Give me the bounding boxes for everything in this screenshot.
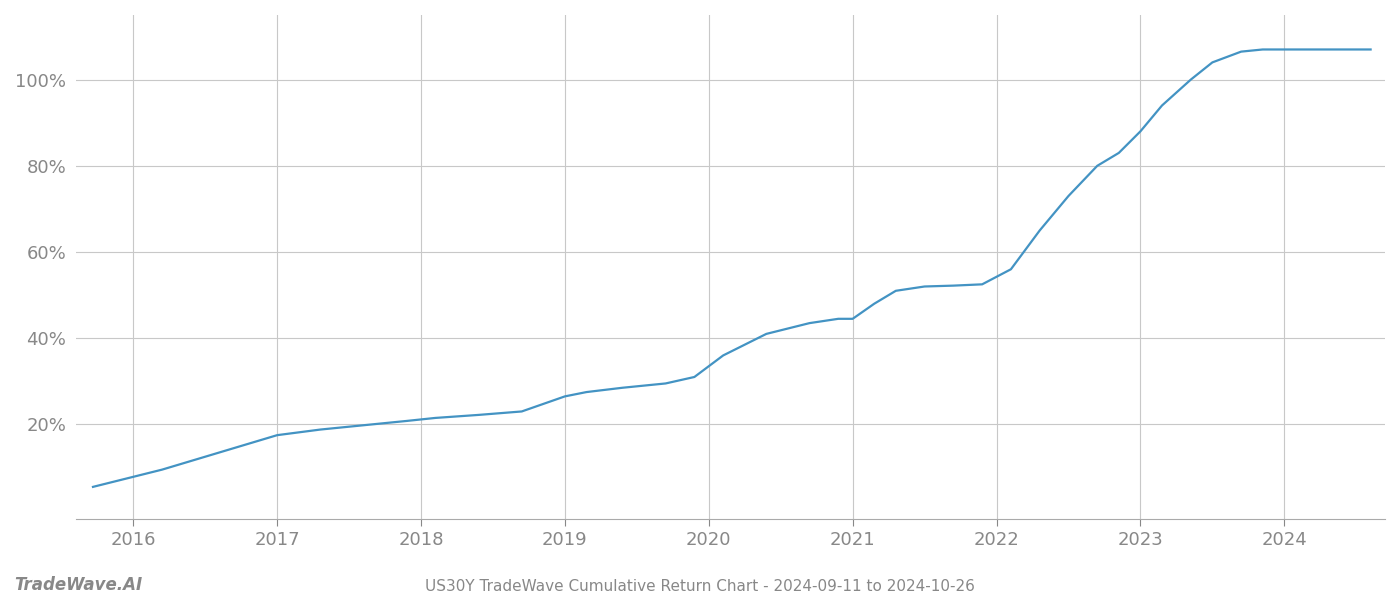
Text: US30Y TradeWave Cumulative Return Chart - 2024-09-11 to 2024-10-26: US30Y TradeWave Cumulative Return Chart …: [426, 579, 974, 594]
Text: TradeWave.AI: TradeWave.AI: [14, 576, 143, 594]
